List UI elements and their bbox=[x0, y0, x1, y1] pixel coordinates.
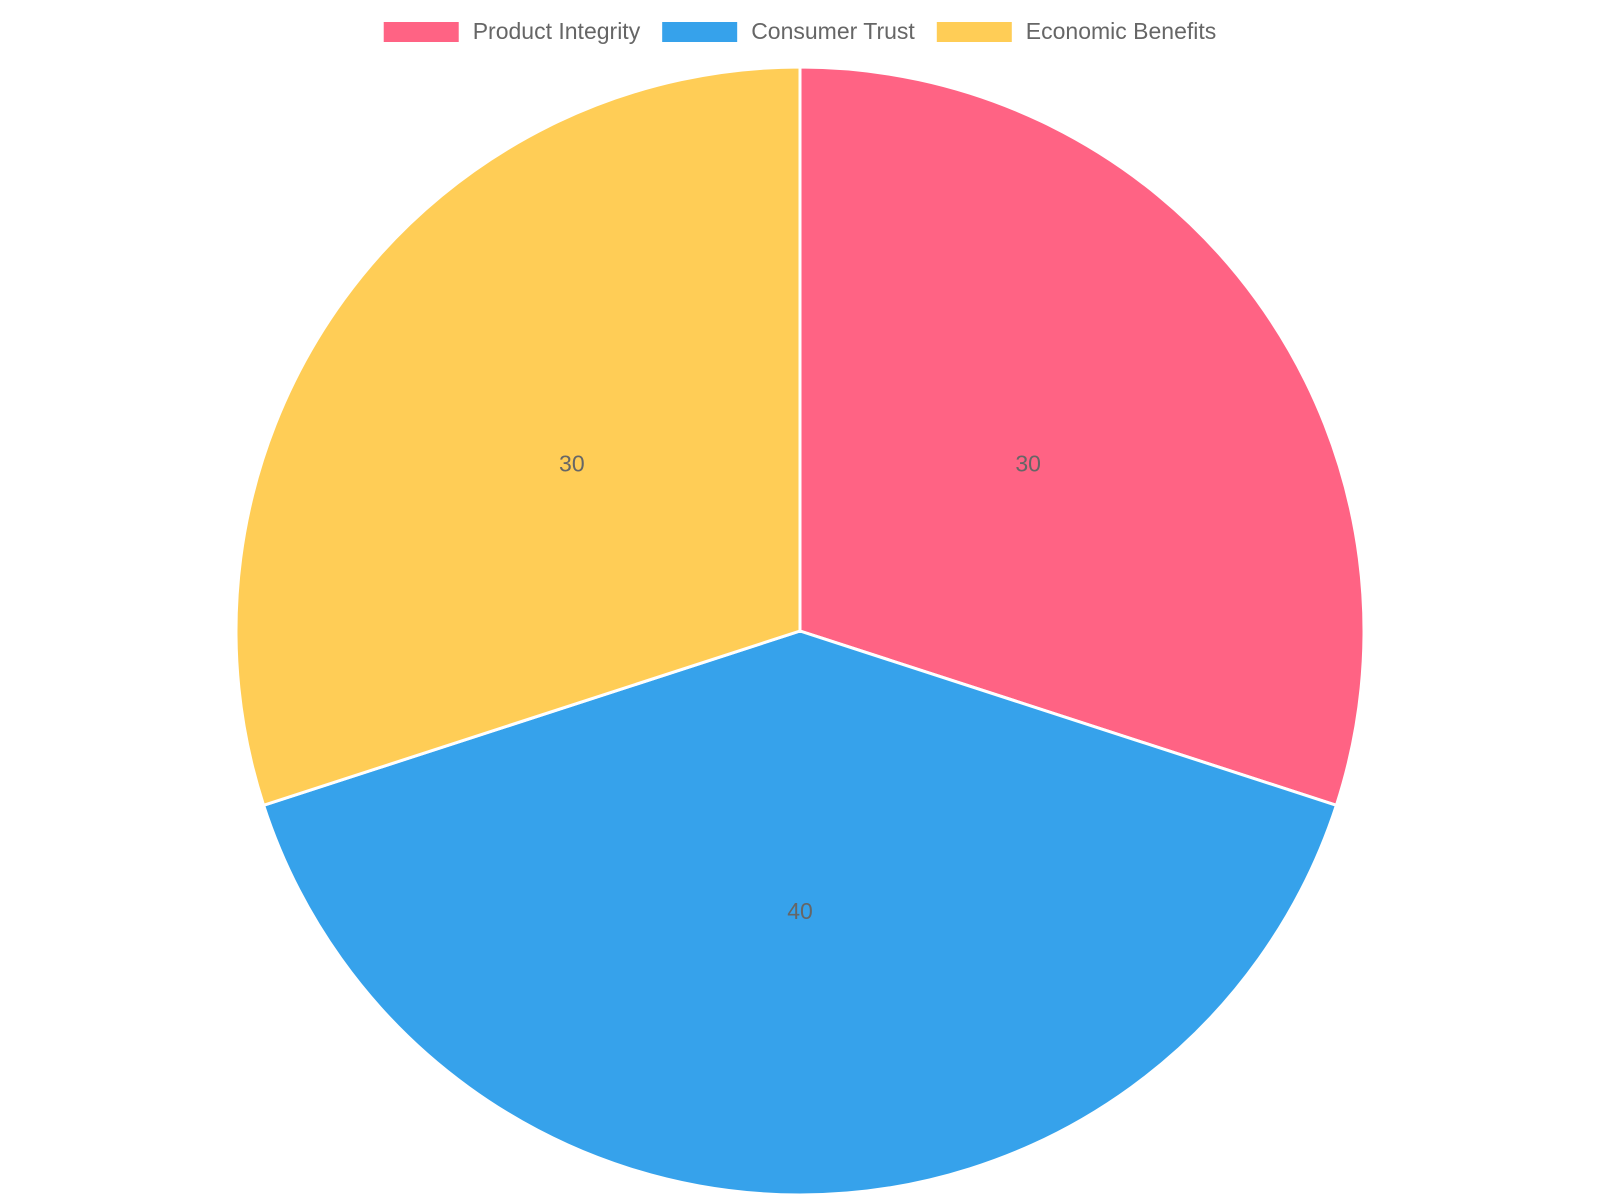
legend-swatch bbox=[662, 22, 738, 42]
pie-slice bbox=[798, 65, 1366, 808]
data-label: 30 bbox=[1015, 450, 1041, 476]
legend-label: Product Integrity bbox=[473, 18, 641, 44]
legend: Product Integrity Consumer Trust Economic … bbox=[383, 18, 1216, 44]
legend-swatch bbox=[936, 22, 1012, 42]
legend-swatch bbox=[383, 22, 459, 42]
legend-label: Consumer Trust bbox=[751, 18, 915, 44]
legend-label: Economic Benefits bbox=[1026, 18, 1216, 44]
pie-slice bbox=[261, 629, 1339, 1197]
data-label: 30 bbox=[559, 450, 585, 476]
data-label: 40 bbox=[787, 898, 813, 924]
pie-slice bbox=[234, 65, 802, 808]
